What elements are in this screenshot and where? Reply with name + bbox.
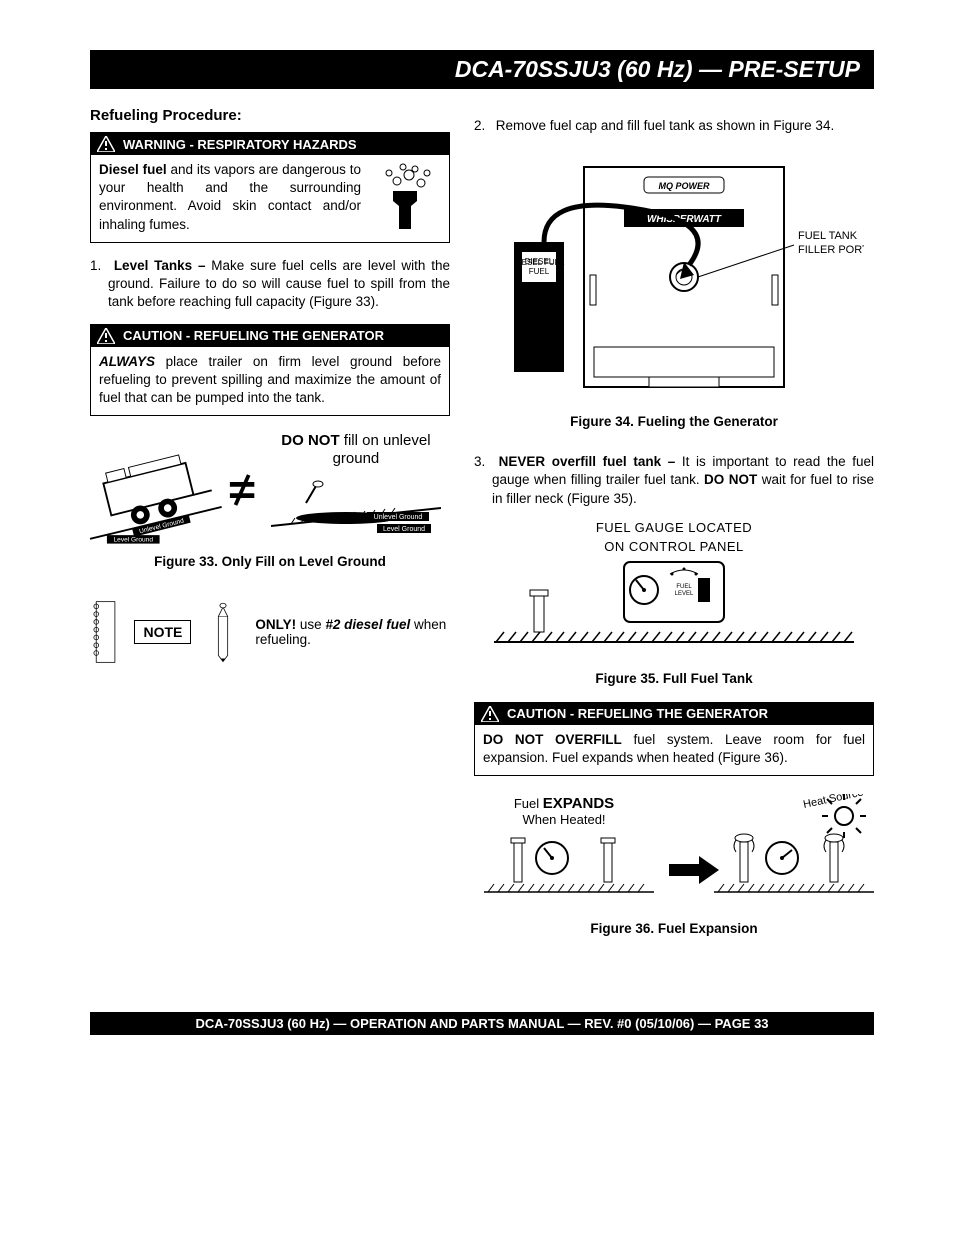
fueling-generator-diagram: MQ POWER WHISPERWATT DIESEL FUEL DIESEL … [484, 147, 864, 407]
page-footer-bar: DCA-70SSJU3 (60 Hz) — OPERATION AND PART… [90, 1012, 874, 1035]
fuel-tank-gauge-diagram: FUEL LEVEL [484, 554, 864, 664]
caution-lead-1: ALWAYS [99, 354, 155, 369]
caution-title-2: CAUTION - REFUELING THE GENERATOR [507, 706, 768, 721]
caution-triangle-icon [481, 706, 499, 722]
warning-lead: Diesel fuel [99, 162, 167, 177]
caution-lead-2: DO NOT OVERFILL [483, 732, 622, 747]
warning-head: WARNING - RESPIRATORY HAZARDS [91, 133, 449, 155]
caution-refueling-box-1: CAUTION - REFUELING THE GENERATOR ALWAYS… [90, 324, 450, 417]
figure-34-caption: Figure 34. Fueling the Generator [474, 414, 874, 429]
not-equal-icon [228, 470, 256, 510]
warning-respiratory-box: WARNING - RESPIRATORY HAZARDS Diesel fue… [90, 132, 450, 243]
figure-34: MQ POWER WHISPERWATT DIESEL FUEL DIESEL … [474, 147, 874, 429]
warning-title: WARNING - RESPIRATORY HAZARDS [123, 137, 357, 152]
caution-head-2: CAUTION - REFUELING THE GENERATOR [475, 703, 873, 725]
svg-text:Unlevel Ground: Unlevel Ground [374, 514, 423, 521]
step-2: 2. Remove fuel cap and fill fuel tank as… [492, 117, 874, 135]
svg-text:DIESEL: DIESEL [525, 257, 554, 266]
svg-text:Level Ground: Level Ground [114, 537, 154, 544]
svg-text:When Heated!: When Heated! [522, 812, 605, 827]
trailer-level-spill-icon: Unlevel Ground Level Ground [271, 468, 441, 548]
svg-text:FILLER PORT: FILLER PORT [798, 244, 864, 256]
warning-triangle-icon [97, 136, 115, 152]
step-1-lead: Level Tanks – [114, 258, 211, 273]
svg-text:Level Ground: Level Ground [383, 526, 425, 533]
step-1: 1. Level Tanks – Make sure fuel cells ar… [108, 257, 450, 312]
step-3: 3. NEVER overfill fuel tank – It is impo… [492, 453, 874, 508]
caution-triangle-icon [97, 328, 115, 344]
figure-33-caption: Figure 33. Only Fill on Level Ground [90, 554, 450, 569]
figure-36-caption: Figure 36. Fuel Expansion [474, 921, 874, 936]
caution-body-1: ALWAYS place trailer on firm level groun… [91, 347, 449, 416]
refueling-heading: Refueling Procedure: [90, 107, 450, 124]
step-3-lead: NEVER overfill fuel tank – [499, 454, 682, 469]
two-column-layout: Refueling Procedure: WARNING - RESPIRATO… [90, 107, 874, 952]
caution-head-1: CAUTION - REFUELING THE GENERATOR [91, 325, 449, 347]
figure-35-caption: Figure 35. Full Fuel Tank [474, 671, 874, 686]
note-row: NOTE ONLY! use #2 diesel fuel when refue… [90, 587, 450, 677]
svg-text:LEVEL: LEVEL [675, 591, 694, 597]
donot-fill-label: DO NOT fill on unlevel ground [262, 432, 450, 468]
step-1-num: 1. [90, 257, 108, 275]
left-column: Refueling Procedure: WARNING - RESPIRATO… [90, 107, 450, 952]
warning-body: Diesel fuel and its vapors are dangerous… [91, 155, 449, 242]
caution-title-1: CAUTION - REFUELING THE GENERATOR [123, 328, 384, 343]
trailer-unlevel-icon: Unlevel Ground Level Ground [90, 430, 222, 550]
svg-text:FUEL: FUEL [529, 267, 550, 276]
figure-33: Unlevel Ground Level Ground DO NOT fill … [90, 430, 450, 569]
fumes-icon [369, 161, 441, 233]
step-2-body: Remove fuel cap and fill fuel tank as sh… [496, 118, 834, 133]
fuel-expansion-diagram: Fuel EXPANDS When Heated! Heat Source [474, 794, 874, 914]
page-header-bar: DCA-70SSJU3 (60 Hz) — PRE-SETUP [90, 50, 874, 89]
note-label-box: NOTE [134, 620, 191, 644]
right-column: 2. Remove fuel cap and fill fuel tank as… [474, 107, 874, 952]
filler-port-label: FUEL TANK [798, 230, 858, 242]
gauge-located-label-2: ON CONTROL PANEL [474, 539, 874, 554]
step-3-num: 3. [474, 453, 492, 471]
svg-text:Fuel EXPANDS: Fuel EXPANDS [514, 795, 614, 812]
svg-text:Heat Source: Heat Source [802, 794, 864, 811]
step-3-donot: DO NOT [704, 472, 757, 487]
gauge-located-label-1: FUEL GAUGE LOCATED [474, 520, 874, 535]
svg-text:FUEL: FUEL [676, 584, 692, 590]
note-text: ONLY! use #2 diesel fuel when refueling. [255, 617, 450, 647]
caution-refueling-box-2: CAUTION - REFUELING THE GENERATOR DO NOT… [474, 702, 874, 776]
figure-36: Fuel EXPANDS When Heated! Heat Source [474, 794, 874, 936]
pencil-icon [209, 592, 237, 672]
svg-text:MQ POWER: MQ POWER [659, 181, 710, 191]
step-2-num: 2. [474, 117, 492, 135]
figure-35: FUEL GAUGE LOCATED ON CONTROL PANEL FUEL… [474, 520, 874, 686]
caution-body-2: DO NOT OVERFILL fuel system. Leave room … [475, 725, 873, 775]
notepad-icon [90, 587, 116, 677]
